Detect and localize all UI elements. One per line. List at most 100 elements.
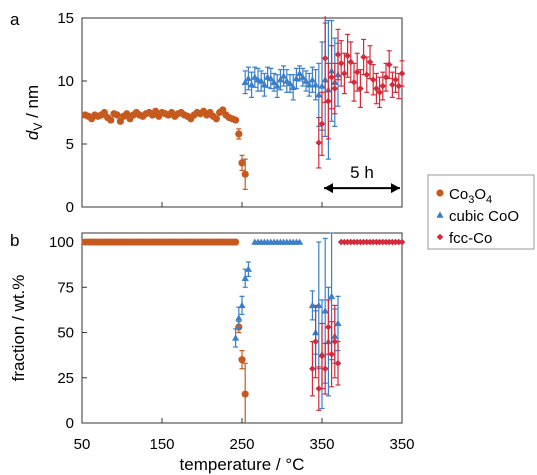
data-point (238, 159, 246, 167)
data-point (305, 81, 313, 88)
data-point (392, 76, 399, 84)
x-axis-label: temperature / °C (180, 455, 305, 474)
data-point (260, 81, 268, 88)
data-point (241, 274, 249, 281)
data-point (363, 71, 371, 78)
annotation-5h: 5 h (324, 163, 400, 194)
x-tick-label: 150 (149, 436, 174, 453)
y-tick-label: 10 (57, 73, 74, 90)
data-point (315, 91, 323, 98)
data-point (337, 60, 345, 67)
data-point (376, 89, 383, 96)
data-point (318, 120, 326, 128)
data-point (325, 97, 332, 105)
data-point (235, 314, 243, 321)
data-point (296, 238, 304, 245)
legend-marker (436, 233, 444, 241)
data-point (398, 70, 406, 77)
series-co3o4 (81, 106, 249, 190)
data-point (369, 76, 377, 84)
data-point (296, 69, 304, 77)
legend-label: fcc-Co (449, 230, 492, 247)
data-point (334, 359, 342, 367)
annotation-arrow-head-right (391, 183, 400, 194)
x-tick-label: 50 (74, 436, 91, 453)
data-point (212, 115, 220, 123)
data-point (321, 55, 329, 62)
legend-label-part: Co (449, 186, 468, 203)
panel-a: a 0 5 10 15 dV / nm 5 h (10, 10, 406, 216)
data-point (299, 73, 307, 80)
data-point (312, 338, 319, 345)
data-point (276, 76, 284, 83)
legend-label-part: 4 (486, 194, 492, 206)
data-point (318, 352, 326, 360)
data-point (334, 319, 342, 327)
data-point (232, 116, 240, 124)
data-point (315, 301, 323, 309)
legend-entry-co3o4: Co3O4 (436, 186, 492, 206)
panel-label: a (10, 10, 20, 29)
data-point (244, 265, 252, 272)
data-point (331, 85, 339, 92)
data-point (315, 385, 323, 392)
y-tick-label: 5 (66, 136, 74, 153)
panel-label: b (10, 231, 19, 250)
x-tick-label: 350 (389, 436, 414, 453)
legend-entry-cubic_coo: cubic CoO (436, 208, 519, 225)
y-tick-label: 25 (57, 370, 74, 387)
x-tick-label: 250 (229, 436, 254, 453)
data-point (280, 72, 288, 79)
legend-label-part: 3 (468, 194, 474, 206)
legend-marker (436, 211, 444, 218)
data-point (347, 58, 355, 66)
data-point (398, 238, 406, 246)
x-tick-label: 350 (309, 436, 334, 453)
y-tick-label: 15 (57, 10, 74, 27)
y-tick-label: 0 (66, 199, 74, 216)
data-point (315, 139, 323, 147)
legend-label-part: O (474, 186, 486, 203)
y-axis-label: fraction / wt.% (9, 275, 28, 382)
legend: Co3O4 cubic CoO fcc-Co (427, 174, 535, 250)
data-point (283, 77, 291, 84)
legend-entry-fcc_co: fcc-Co (436, 230, 492, 247)
data-point (350, 78, 358, 86)
data-point (318, 82, 326, 89)
data-point (321, 365, 329, 373)
series-fcc_co (309, 238, 406, 411)
data-point (334, 51, 342, 58)
y-axis-label-part: fraction / wt.% (9, 275, 28, 382)
data-point (257, 77, 265, 84)
data-point (357, 85, 364, 92)
data-point (328, 292, 336, 300)
data-point (251, 73, 259, 80)
data-point (308, 76, 316, 83)
data-point (373, 85, 380, 92)
data-point (379, 82, 387, 90)
series-fcc_co (315, 16, 406, 169)
data-point (360, 53, 367, 61)
data-point (321, 307, 329, 314)
data-point (248, 81, 256, 88)
data-point (331, 338, 339, 345)
y-tick-label: 100 (49, 234, 74, 251)
data-point (325, 323, 332, 331)
data-point (244, 74, 252, 82)
data-point (328, 73, 335, 81)
series-cubic_coo (241, 19, 342, 160)
data-point (286, 79, 294, 87)
data-point (267, 74, 275, 82)
legend-label: Co3O4 (449, 186, 492, 206)
data-point (232, 334, 240, 341)
data-point (292, 74, 300, 82)
data-point (366, 58, 374, 66)
data-point (107, 116, 115, 124)
annotation-arrow-head-left (324, 183, 333, 194)
data-point (382, 73, 390, 81)
y-tick-label: 0 (66, 415, 74, 432)
data-point (235, 130, 243, 138)
legend-marker (436, 189, 444, 197)
data-point (238, 356, 246, 364)
